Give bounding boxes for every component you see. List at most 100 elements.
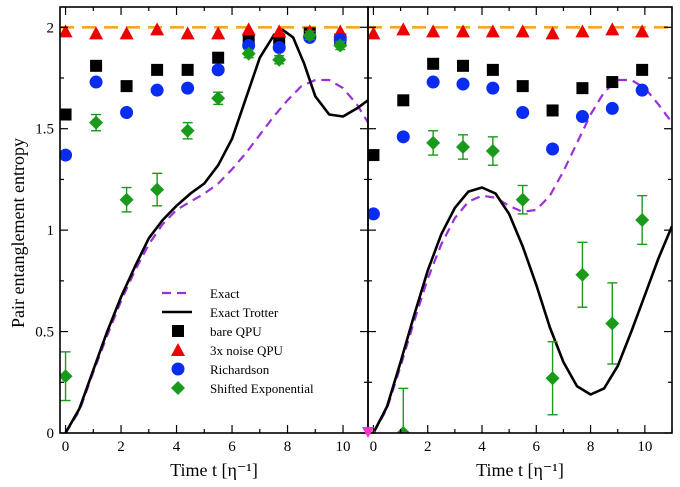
legend-swatch — [171, 362, 185, 376]
legend-label: Exact — [210, 286, 240, 301]
data-point — [89, 115, 104, 130]
data-point — [426, 24, 441, 38]
legend-label: Exact Trotter — [210, 305, 279, 320]
panel-left: 0 2 4 6 8 10 0 0.5 1 1.5 2 Time t [η⁻¹] — [35, 6, 369, 480]
data-point — [60, 108, 72, 121]
data-point — [272, 24, 287, 38]
x-tick-label: 6 — [533, 439, 541, 455]
data-point — [516, 105, 530, 119]
x-tick-label: 8 — [284, 439, 292, 455]
data-point — [89, 26, 104, 40]
data-point — [635, 83, 649, 97]
data-point — [515, 24, 530, 38]
data-point — [576, 82, 589, 95]
x-tick-label: 4 — [478, 439, 486, 455]
data-point — [546, 104, 559, 117]
x-axis-label: Time t [η⁻¹] — [170, 460, 258, 480]
legend-label: Shifted Exponential — [210, 381, 314, 396]
data-point — [456, 77, 470, 91]
series-richardson — [60, 30, 347, 162]
y-tick-label: 0.5 — [35, 325, 54, 341]
origin-marker — [362, 427, 374, 438]
legend-item: 3x noise QPU — [171, 343, 284, 358]
panel-right: 0 2 4 6 8 10 Time t [η⁻¹] — [367, 6, 673, 480]
data-point — [516, 80, 529, 93]
legend-item: Richardson — [171, 362, 270, 377]
series-richardson — [368, 75, 649, 221]
legend-swatch — [172, 325, 184, 337]
data-point — [120, 80, 133, 93]
data-point — [457, 59, 469, 72]
data-point — [150, 182, 165, 197]
data-point — [368, 26, 381, 40]
x-tick-label: 10 — [637, 439, 652, 455]
data-point — [485, 24, 500, 38]
data-point — [396, 426, 411, 433]
x-axis-label: Time t [η⁻¹] — [476, 460, 564, 480]
data-point — [605, 316, 620, 331]
x-tick-label: 2 — [424, 439, 432, 455]
data-point — [545, 371, 560, 386]
data-point — [368, 207, 380, 221]
data-point — [211, 26, 226, 40]
x-tick-label: 0 — [370, 439, 378, 455]
data-point — [181, 63, 194, 76]
legend-item: Exact Trotter — [162, 305, 279, 320]
series-bare-qpu — [60, 27, 347, 121]
data-point — [575, 110, 589, 124]
data-point — [426, 135, 441, 150]
x-tick-label: 10 — [336, 439, 351, 455]
data-point — [272, 41, 286, 55]
legend-item: Exact — [162, 286, 240, 301]
legend-swatch — [171, 381, 185, 395]
panel-frame — [367, 6, 673, 434]
data-point — [456, 24, 470, 38]
y-axis-label: Pair entanglement entropy — [8, 138, 28, 328]
y-tick-label: 0 — [47, 426, 55, 442]
data-point — [636, 63, 649, 76]
data-point — [333, 38, 348, 53]
data-point — [302, 28, 317, 43]
data-point — [396, 22, 411, 36]
data-point — [575, 267, 590, 282]
series-3x-noise-qpu — [368, 22, 650, 40]
chart-legend: Exact Exact Trotter bare QPU 3x noise QPU Ri… — [162, 286, 314, 396]
data-point — [368, 149, 380, 162]
chart-panels: 0 2 4 6 8 10 0 0.5 1 1.5 2 Time t [η⁻¹] 0 2 4 6 8 10 Time … — [35, 6, 673, 480]
data-point — [60, 24, 73, 38]
series-shifted-exponential — [60, 28, 348, 402]
data-point — [211, 91, 226, 106]
data-point — [60, 369, 73, 384]
data-point — [605, 101, 619, 115]
x-tick-label: 0 — [62, 439, 70, 455]
legend-swatch — [171, 343, 185, 356]
legend-item: Shifted Exponential — [171, 381, 314, 396]
data-point — [119, 192, 134, 207]
data-point — [272, 52, 287, 67]
data-point — [397, 94, 410, 107]
data-point — [180, 123, 195, 138]
data-point — [396, 130, 410, 144]
x-tick-label: 6 — [228, 439, 236, 455]
series-line-exact — [64, 78, 368, 433]
legend-label: Richardson — [210, 362, 270, 377]
data-point — [211, 63, 225, 77]
data-point — [605, 22, 620, 36]
y-tick-label: 1 — [47, 223, 55, 239]
series-bare-qpu — [368, 57, 649, 162]
data-point — [456, 139, 470, 154]
data-point — [150, 22, 165, 36]
y-tick-label: 1.5 — [35, 122, 54, 138]
data-point — [486, 63, 499, 76]
data-point — [485, 144, 500, 159]
legend-label: 3x noise QPU — [210, 343, 284, 358]
panel-data — [368, 22, 672, 433]
y-tick-label: 2 — [47, 20, 55, 36]
series-line-exact — [372, 78, 672, 433]
data-point — [575, 24, 590, 38]
data-point — [635, 24, 650, 38]
data-point — [150, 83, 164, 97]
data-point — [242, 39, 256, 53]
data-point — [212, 51, 225, 64]
